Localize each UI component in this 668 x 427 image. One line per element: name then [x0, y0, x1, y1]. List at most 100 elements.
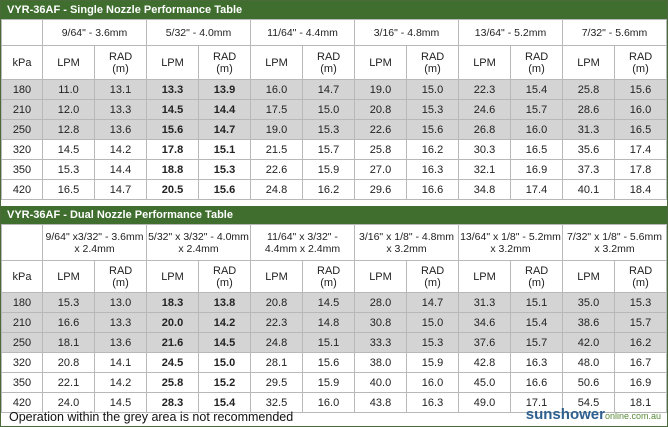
flow-cell: 15.3 [42, 292, 95, 313]
label-row: kPa LPM RAD (m) LPM RAD (m) LPM RAD (m) LPM RAD … [1, 260, 667, 293]
flow-cell: 28.3 [146, 392, 199, 413]
radius-cell: 14.7 [406, 292, 459, 313]
radius-cell: 17.8 [614, 159, 667, 180]
flow-cell: 29.6 [354, 179, 407, 200]
flow-cell: 34.6 [458, 312, 511, 333]
radius-cell: 16.0 [406, 372, 459, 393]
radius-header: RAD (m) [198, 45, 251, 80]
flow-cell: 21.5 [250, 139, 303, 160]
radius-cell: 15.7 [510, 99, 563, 120]
nozzle-header: 7/32" - 5.6mm [562, 19, 667, 46]
radius-cell: 14.2 [94, 139, 147, 160]
flow-cell: 28.1 [250, 352, 303, 373]
radius-header: RAD (m) [198, 260, 251, 293]
flow-cell: 24.8 [250, 179, 303, 200]
performance-table: 9/64" - 3.6mm 5/32" - 4.0mm 11/64" - 4.4mm… [1, 19, 667, 200]
radius-cell: 14.4 [94, 159, 147, 180]
radius-cell: 15.7 [302, 139, 355, 160]
radius-cell: 15.0 [302, 99, 355, 120]
radius-cell: 15.6 [302, 352, 355, 373]
radius-cell: 14.5 [94, 392, 147, 413]
flow-cell: 25.8 [562, 79, 615, 100]
footer: Operation within the grey area is not re… [1, 406, 667, 426]
radius-cell: 16.5 [614, 119, 667, 140]
flow-cell: 22.3 [458, 79, 511, 100]
flow-header: LPM [354, 260, 407, 293]
pressure-cell: 250 [1, 119, 43, 140]
radius-cell: 14.7 [94, 179, 147, 200]
table-title: VYR-36AF - Dual Nozzle Performance Table [1, 206, 667, 224]
radius-header: RAD (m) [406, 45, 459, 80]
flow-cell: 40.1 [562, 179, 615, 200]
nozzle-header: 3/16" - 4.8mm [354, 19, 459, 46]
radius-cell: 15.3 [406, 99, 459, 120]
nozzle-header: 5/32" x 3/32" - 4.0mm x 2.4mm [146, 224, 251, 261]
flow-cell: 19.0 [354, 79, 407, 100]
flow-header: LPM [146, 260, 199, 293]
radius-cell: 14.1 [94, 352, 147, 373]
flow-cell: 14.5 [42, 139, 95, 160]
logo: sunshoweronline.com.au [526, 406, 661, 425]
flow-header: LPM [458, 260, 511, 293]
flow-cell: 49.0 [458, 392, 511, 413]
pressure-cell: 180 [1, 79, 43, 100]
flow-cell: 20.8 [250, 292, 303, 313]
pressure-cell: 350 [1, 159, 43, 180]
flow-cell: 40.0 [354, 372, 407, 393]
radius-cell: 13.3 [94, 312, 147, 333]
pressure-cell: 420 [1, 179, 43, 200]
flow-cell: 38.0 [354, 352, 407, 373]
flow-cell: 37.6 [458, 332, 511, 353]
radius-cell: 15.0 [198, 352, 251, 373]
nozzle-header: 3/16" x 1/8" - 4.8mm x 3.2mm [354, 224, 459, 261]
nozzle-row: 9/64" x3/32" - 3.6mm x 2.4mm 5/32" x 3/32… [1, 224, 667, 261]
flow-header: LPM [354, 45, 407, 80]
radius-cell: 14.5 [302, 292, 355, 313]
flow-header: LPM [42, 260, 95, 293]
radius-cell: 17.4 [614, 139, 667, 160]
pressure-cell: 210 [1, 99, 43, 120]
radius-header: RAD (m) [302, 260, 355, 293]
flow-cell: 30.3 [458, 139, 511, 160]
label-row: kPa LPM RAD (m) LPM RAD (m) LPM RAD (m) LPM RAD … [1, 45, 667, 80]
flow-cell: 16.5 [42, 179, 95, 200]
flow-cell: 33.3 [354, 332, 407, 353]
radius-cell: 16.0 [614, 99, 667, 120]
flow-cell: 26.8 [458, 119, 511, 140]
flow-header: LPM [250, 260, 303, 293]
flow-header: LPM [250, 45, 303, 80]
table-title: VYR-36AF - Single Nozzle Performance Tab… [1, 1, 667, 19]
flow-cell: 32.1 [458, 159, 511, 180]
radius-cell: 17.4 [510, 179, 563, 200]
radius-header: RAD (m) [94, 45, 147, 80]
nozzle-row: 9/64" - 3.6mm 5/32" - 4.0mm 11/64" - 4.4mm… [1, 19, 667, 46]
radius-cell: 15.4 [198, 392, 251, 413]
radius-header: RAD (m) [614, 45, 667, 80]
radius-cell: 16.0 [510, 119, 563, 140]
flow-cell: 35.6 [562, 139, 615, 160]
flow-cell: 22.6 [354, 119, 407, 140]
flow-cell: 38.6 [562, 312, 615, 333]
radius-cell: 15.3 [406, 332, 459, 353]
radius-cell: 15.6 [198, 179, 251, 200]
flow-cell: 25.8 [146, 372, 199, 393]
flow-cell: 20.0 [146, 312, 199, 333]
flow-cell: 18.1 [42, 332, 95, 353]
nozzle-header: 13/64" - 5.2mm [458, 19, 563, 46]
flow-cell: 43.8 [354, 392, 407, 413]
corner-cell [1, 224, 43, 261]
data-row: 420 16.5 14.7 20.5 15.6 24.8 16.2 29.6 16.6 34.8 1… [1, 179, 667, 200]
radius-header: RAD (m) [510, 45, 563, 80]
radius-cell: 15.3 [302, 119, 355, 140]
flow-header: LPM [146, 45, 199, 80]
flow-cell: 30.8 [354, 312, 407, 333]
radius-cell: 17.1 [510, 392, 563, 413]
radius-cell: 15.1 [302, 332, 355, 353]
data-row: 420 24.0 14.5 28.3 15.4 32.5 16.0 43.8 16.3 49.0 1… [1, 392, 667, 413]
flow-cell: 19.0 [250, 119, 303, 140]
flow-cell: 16.6 [42, 312, 95, 333]
radius-cell: 15.7 [614, 312, 667, 333]
radius-cell: 15.6 [614, 79, 667, 100]
pressure-cell: 320 [1, 352, 43, 373]
flow-cell: 35.0 [562, 292, 615, 313]
